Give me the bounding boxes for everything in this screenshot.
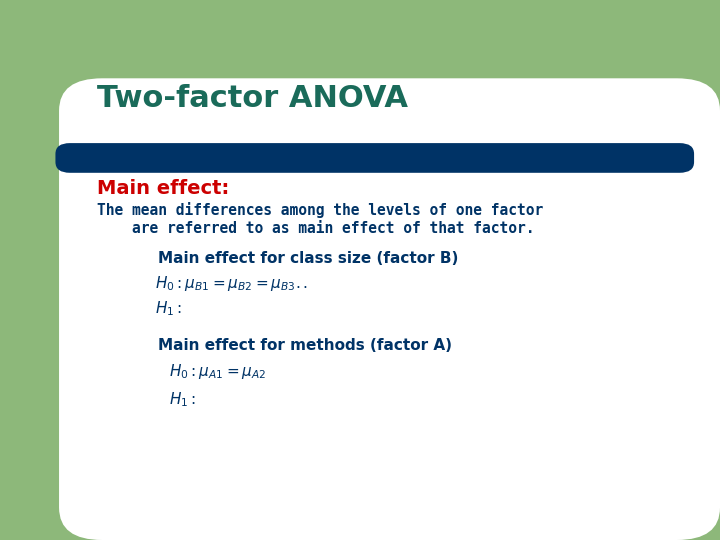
Text: are referred to as main effect of that factor.: are referred to as main effect of that f… (97, 221, 535, 237)
Text: Two-factor ANOVA: Two-factor ANOVA (97, 84, 408, 113)
Text: Main effect for class size (factor B): Main effect for class size (factor B) (158, 251, 459, 266)
Text: $H_{0} : \mu_{A1} = \mu_{A2}$: $H_{0} : \mu_{A1} = \mu_{A2}$ (169, 362, 266, 381)
FancyBboxPatch shape (55, 143, 694, 173)
Text: $H_{1} :$: $H_{1} :$ (169, 390, 197, 409)
Text: $H_{0} : \mu_{B1} = \mu_{B2} = \mu_{B3}..$: $H_{0} : \mu_{B1} = \mu_{B2} = \mu_{B3}.… (155, 274, 308, 293)
Text: The mean differences among the levels of one factor: The mean differences among the levels of… (97, 202, 544, 219)
Text: $H_{1} :$: $H_{1} :$ (155, 300, 182, 319)
Text: Main effect:: Main effect: (97, 179, 230, 198)
FancyBboxPatch shape (59, 78, 720, 540)
Text: Main effect for methods (factor A): Main effect for methods (factor A) (158, 338, 452, 353)
